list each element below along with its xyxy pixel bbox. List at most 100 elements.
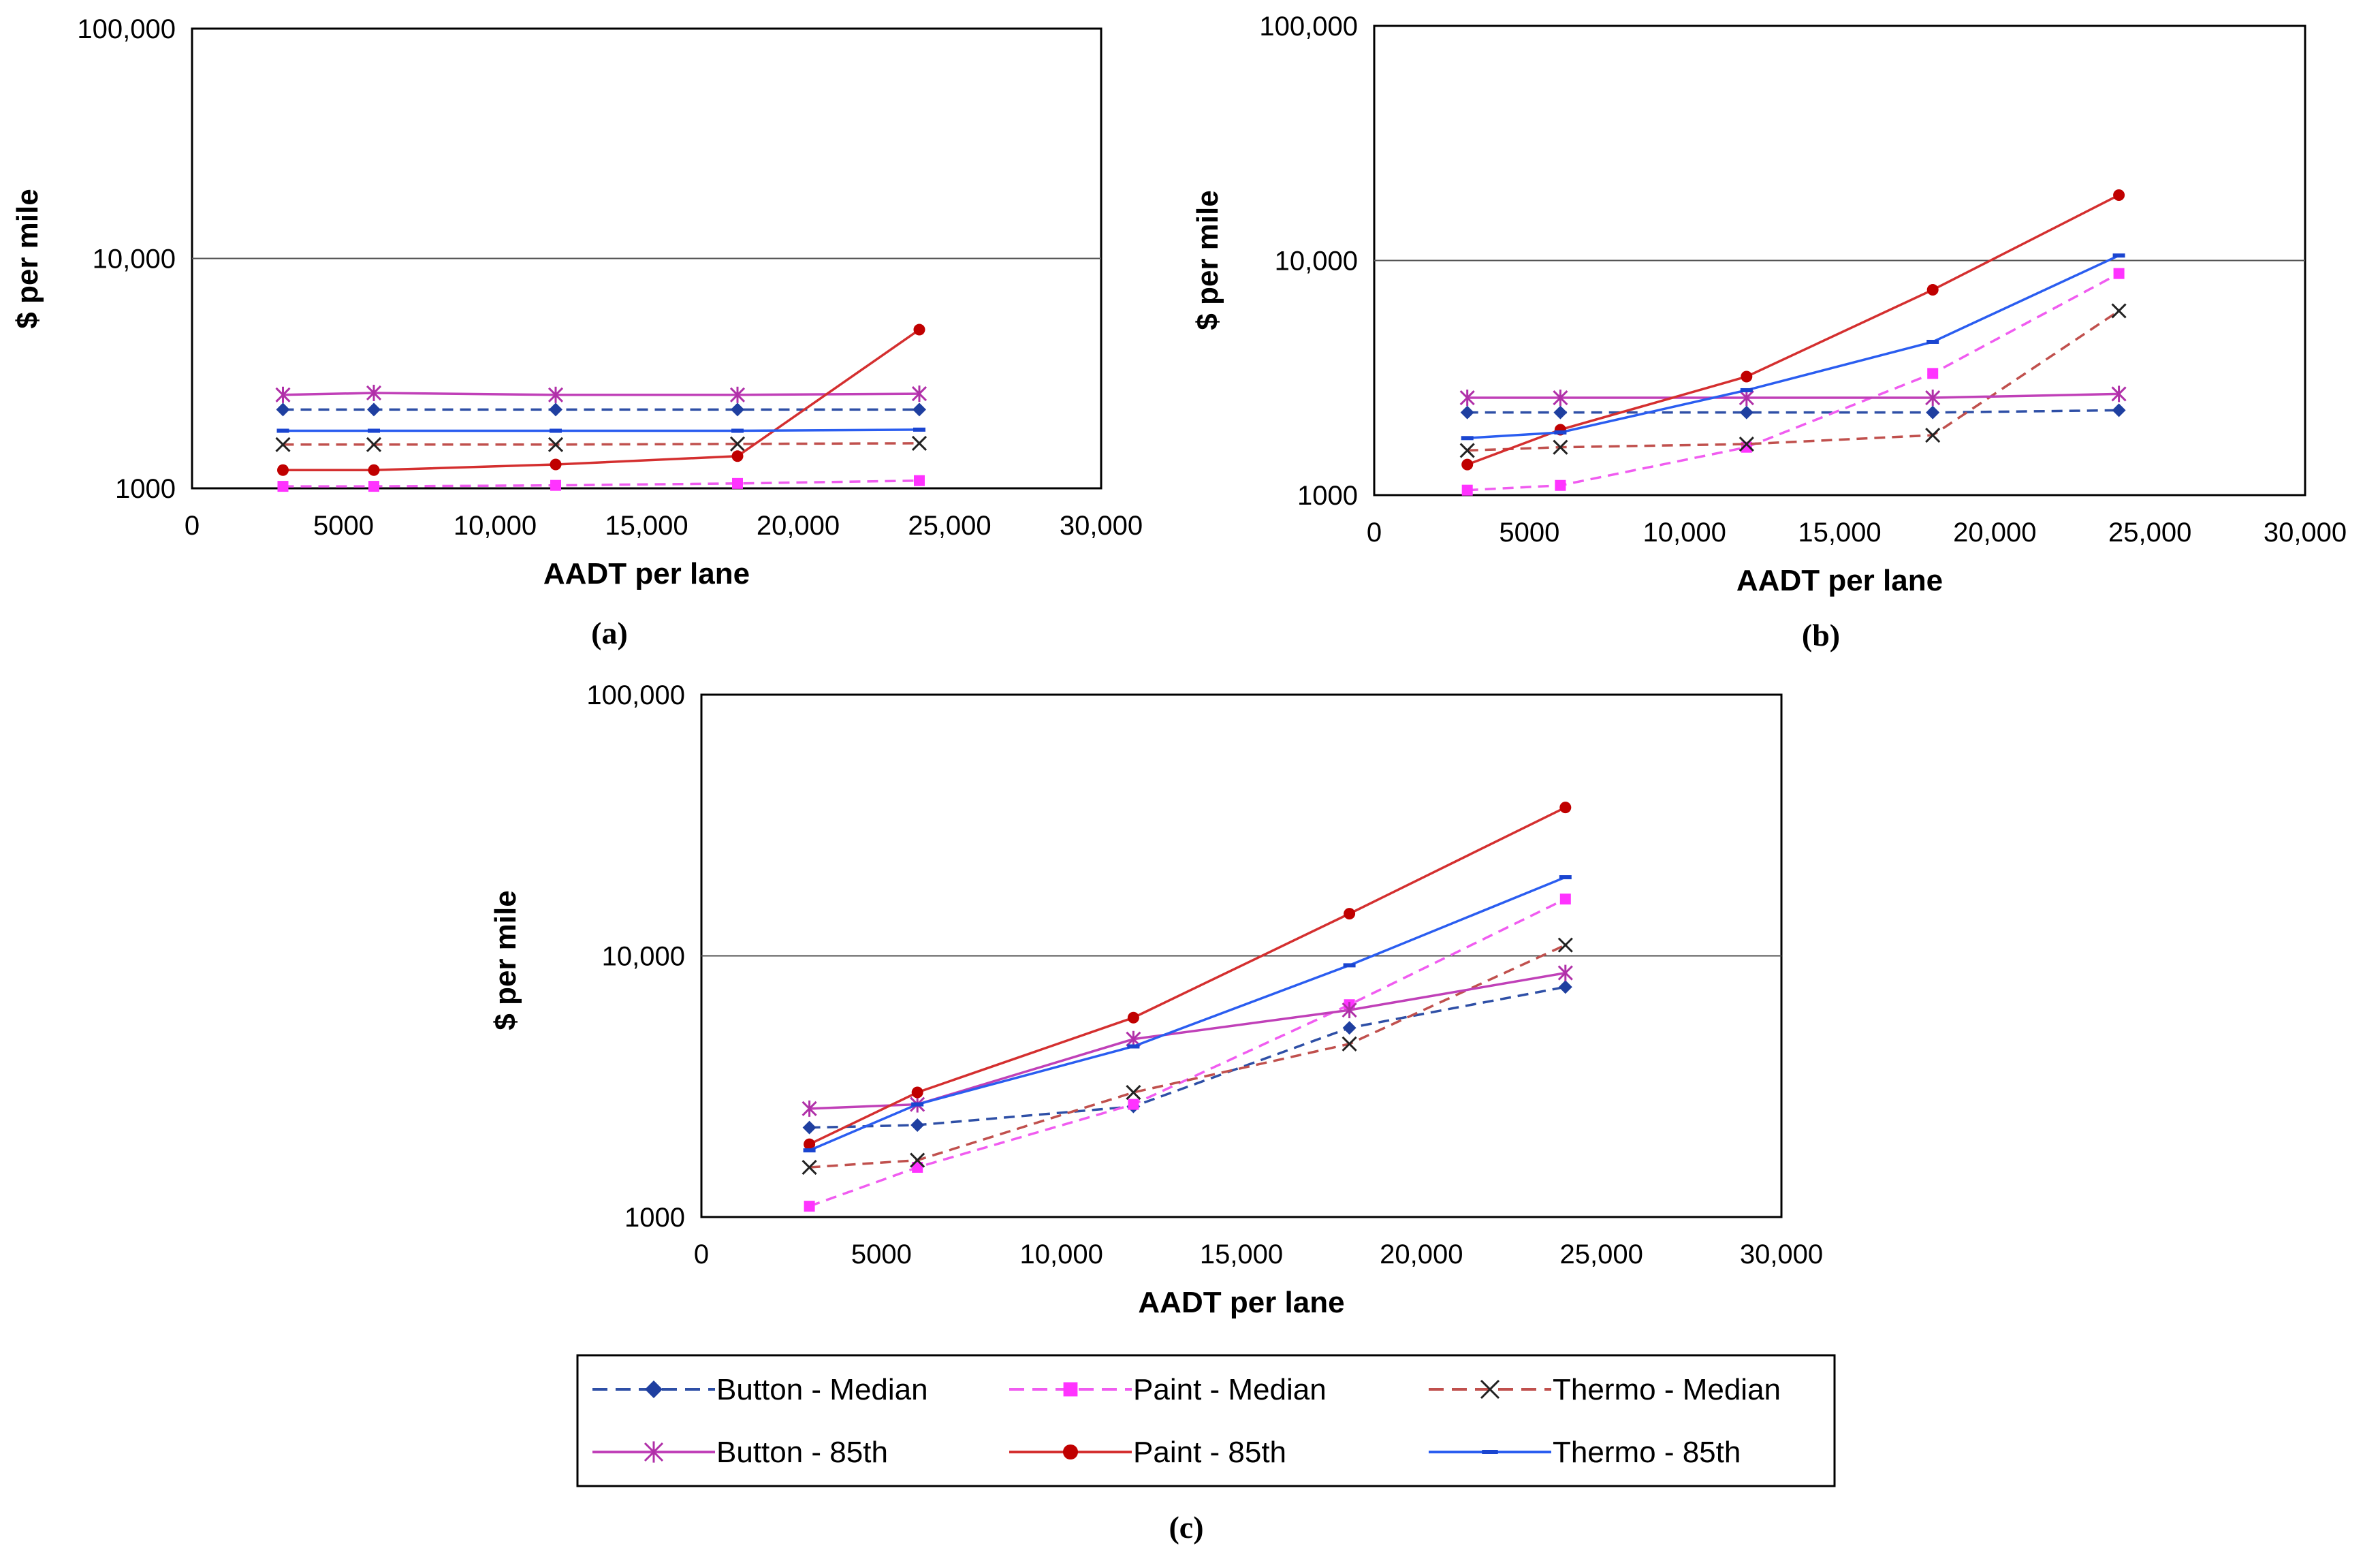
x-tick-label: 0 [694, 1240, 709, 1269]
legend: Button - Median Paint - Median Thermo - Me… [576, 1354, 1836, 1487]
marker-stroke [1480, 1379, 1500, 1400]
data-point [1127, 1044, 1140, 1049]
legend-box [576, 1354, 1836, 1487]
legend-label: Paint - 85th [1133, 1436, 1286, 1469]
data-point [1741, 370, 1753, 383]
data-point [1461, 484, 1473, 496]
series-line [1467, 272, 2120, 492]
data-point [1740, 388, 1753, 392]
data-point [911, 385, 927, 402]
data-point [1553, 390, 1568, 407]
series-thermo-85 [276, 427, 925, 433]
marker-stroke [802, 1159, 817, 1175]
chart-a: 1000 10,000 100,000 0 5000 10,000 15,000 20,000… [11, 14, 1143, 650]
data-point [550, 479, 561, 491]
data-point [913, 402, 926, 417]
data-point [1557, 937, 1573, 953]
chart-c: 1000 10,000 100,000 0 5000 10,000 15,000 20,000… [489, 680, 1823, 1545]
data-point [804, 1138, 816, 1150]
data-point [1559, 894, 1571, 905]
data-point [732, 477, 743, 489]
data-point [276, 402, 290, 417]
data-point [367, 402, 381, 417]
legend-label: Thermo - Median [1553, 1373, 1781, 1406]
x-axis-label: AADT per lane [1138, 1286, 1344, 1319]
data-point [729, 436, 746, 452]
marker-stroke [729, 436, 746, 452]
data-point [1926, 284, 1939, 296]
marker-stroke [366, 437, 382, 452]
chart-b: 1000 10,000 100,000 0 5000 10,000 15,000 20,000… [1191, 12, 2347, 652]
x-tick-label: 10,000 [1019, 1240, 1102, 1269]
data-point [802, 1100, 817, 1117]
y-axis-label: $ per mile [489, 890, 522, 1030]
data-point [2113, 189, 2125, 201]
legend-entry-thermo-85: Thermo - 85th [1429, 1436, 1741, 1469]
series-paint-85 [804, 802, 1572, 1150]
x-tick-label: 15,000 [605, 511, 688, 541]
data-point [366, 384, 382, 401]
x-tick-label: 30,000 [1740, 1240, 1823, 1269]
data-point [1128, 1099, 1139, 1110]
data-point [550, 458, 562, 471]
data-point [1459, 443, 1475, 458]
x-tick-label: 5000 [1499, 518, 1559, 548]
legend-marker [1482, 1450, 1498, 1454]
series-thermo-median [802, 937, 1573, 1175]
data-point [913, 427, 925, 432]
x-tick-label: 30,000 [2264, 518, 2347, 548]
data-point [911, 1102, 924, 1107]
marker-stroke [1557, 937, 1573, 953]
data-point [1461, 458, 1474, 471]
data-point [1559, 802, 1572, 814]
series-thermo-median [275, 435, 927, 452]
data-point [1739, 390, 1754, 407]
series-paint-median [277, 475, 925, 492]
data-point [1739, 437, 1754, 452]
data-point [914, 475, 925, 486]
data-point [1461, 436, 1474, 441]
chart-caption: (b) [1802, 618, 1840, 652]
data-point [1926, 339, 1939, 344]
data-point [1927, 368, 1939, 379]
series-paint-median [1461, 268, 2125, 496]
series-line [809, 944, 1566, 1169]
marker-stroke [911, 435, 927, 451]
data-point [368, 481, 379, 492]
y-tick-label: 100,000 [1259, 12, 1358, 42]
data-point [1553, 405, 1568, 420]
data-point [2111, 303, 2127, 319]
y-axis-label: $ per mile [11, 189, 44, 328]
legend-entry-button-85: Button - 85th [592, 1436, 888, 1469]
x-tick-label: 0 [185, 511, 200, 541]
data-point [803, 1148, 816, 1153]
x-tick-label: 10,000 [454, 511, 537, 541]
data-point [912, 1162, 923, 1173]
data-point [1344, 908, 1356, 920]
series-thermo-median [1459, 303, 2127, 458]
data-point [731, 450, 744, 462]
legend-marker [1062, 1444, 1079, 1460]
legend-label: Button - Median [716, 1373, 928, 1406]
legend-entry-paint-85: Paint - 85th [1009, 1436, 1286, 1469]
series-button-85 [1459, 385, 2127, 407]
data-point [729, 386, 746, 403]
data-point [275, 437, 291, 452]
x-tick-label: 25,000 [1559, 1240, 1643, 1269]
data-point [366, 437, 382, 452]
data-point [1126, 1084, 1141, 1101]
y-axis-label: $ per mile [1191, 190, 1224, 330]
series-line [1467, 409, 2119, 414]
series-paint-85 [277, 323, 925, 476]
data-point [910, 1118, 925, 1132]
marker-stroke [1126, 1084, 1141, 1101]
x-tick-label: 20,000 [1953, 518, 2036, 548]
data-point [731, 402, 744, 417]
data-point [802, 1159, 817, 1175]
series-thermo-85 [1461, 253, 2125, 441]
data-point [911, 1086, 923, 1099]
data-point [1127, 1011, 1139, 1024]
legend-label: Paint - Median [1133, 1373, 1327, 1406]
data-point [1342, 1036, 1357, 1052]
